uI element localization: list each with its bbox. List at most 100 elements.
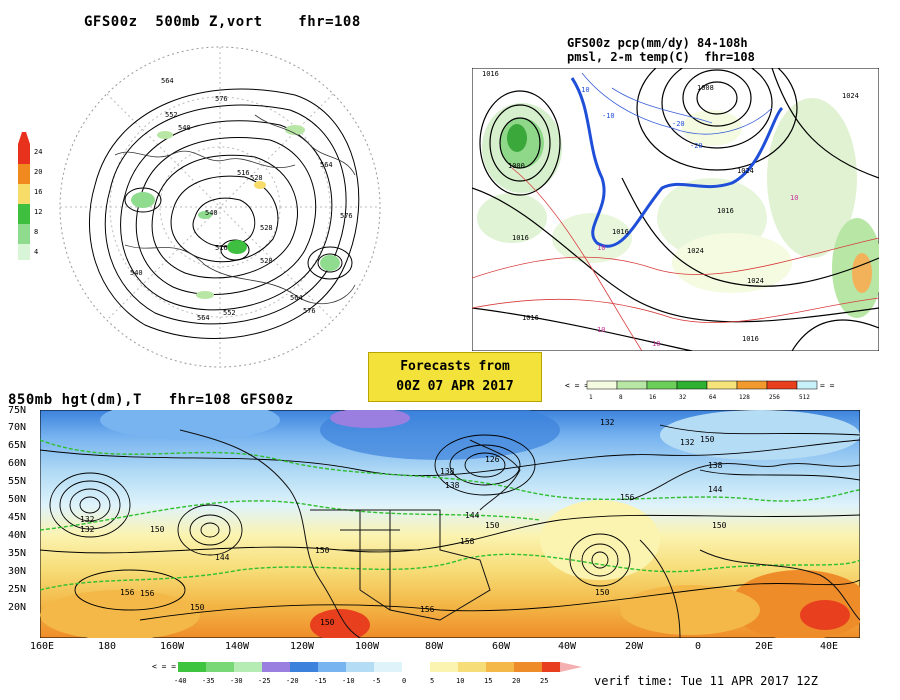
colorbar-swatch-12 — [18, 204, 30, 224]
temp-colorbar-label: 15 — [484, 677, 492, 685]
lat-label: 70N — [8, 422, 27, 433]
contour-label: 564 — [161, 77, 174, 85]
cold-temperature-contours — [581, 72, 773, 135]
pressure-label: 1016 — [482, 70, 499, 78]
temp-colorbar-label: 25 — [540, 677, 548, 685]
lat-label: 35N — [8, 548, 27, 559]
temp-label: -20 — [690, 142, 703, 150]
temperature-contours — [472, 167, 879, 351]
height-label: 132 — [80, 525, 95, 534]
lon-label: 80W — [425, 641, 444, 652]
precip-colorbar-label: 16 — [649, 394, 657, 401]
temp-label: -20 — [672, 120, 685, 128]
colorbar-label: 4 — [34, 248, 38, 256]
temperature-colorbar: < = = -40 -35 -30 -25 -20 -15 -10 -5 0 5… — [152, 662, 582, 685]
svg-text:< = =: < = = — [565, 381, 589, 390]
lon-label: 100W — [355, 641, 380, 652]
colorbar-label: 24 — [34, 148, 42, 156]
precip-shading — [477, 98, 879, 318]
verif-time: verif time: Tue 11 APR 2017 12Z — [594, 674, 818, 688]
lat-label: 65N — [8, 440, 27, 451]
lon-label: 160W — [160, 641, 185, 652]
pressure-label: 1016 — [512, 234, 529, 242]
contour-label: 528 — [260, 224, 273, 232]
temp-label: 10 — [597, 244, 605, 252]
height-label: 150 — [595, 588, 610, 597]
contour-label: 564 — [320, 161, 333, 169]
temperature-contours — [40, 439, 860, 591]
height-label: 144 — [465, 511, 480, 520]
precip-colorbar: < = = = = 1 8 16 32 64 128 256 512 — [565, 380, 835, 401]
colorbar-label: 12 — [34, 208, 42, 216]
precip-colorbar-label: 32 — [679, 394, 687, 401]
pressure-label: 1024 — [687, 247, 704, 255]
panel-precip-title-line2: pmsl, 2-m temp(C) fhr=108 — [567, 50, 755, 64]
height-label: 144 — [215, 553, 230, 562]
isobars — [472, 68, 879, 351]
height-label: 138 — [440, 467, 455, 476]
colorbar-swatch-8 — [18, 224, 30, 244]
height-label: 156 — [620, 493, 635, 502]
height-label: 150 — [315, 546, 330, 555]
precip-colorbar-label: 64 — [709, 394, 717, 401]
lat-label: 50N — [8, 494, 27, 505]
height-label: 150 — [190, 603, 205, 612]
pressure-label: 1024 — [737, 167, 754, 175]
pressure-label: 1008 — [697, 84, 714, 92]
contour-label: 540 — [178, 124, 191, 132]
banner-line2: 00Z 07 APR 2017 — [396, 379, 514, 394]
precip-pmsl-map: 1016 1024 1008 1000 1016 1016 1024 1016 … — [472, 68, 879, 351]
temp-colorbar-label: 20 — [512, 677, 520, 685]
lat-label: 25N — [8, 584, 27, 595]
freezing-line — [570, 77, 784, 248]
height-label: 150 — [712, 521, 727, 530]
height-label: 132 — [600, 418, 615, 427]
pressure-label: 1024 — [747, 277, 764, 285]
colorbar-swatch-20 — [18, 164, 30, 184]
longitude-axis: 160E 180 160W 140W 120W 100W 80W 60W 40W… — [30, 641, 880, 655]
contour-label: 516 — [215, 244, 228, 252]
temp-colorbar-label: -10 — [342, 677, 355, 685]
colorbar-label: 8 — [34, 228, 38, 236]
height-label: 156 — [120, 588, 135, 597]
map-850mb: 132 132 150 144 156 150 156 150 138 126 … — [40, 410, 860, 638]
temp-colorbar-label: -15 — [314, 677, 327, 685]
pressure-label: 1016 — [717, 207, 734, 215]
height-label: 150 — [485, 521, 500, 530]
temp-colorbar-label: -40 — [174, 677, 187, 685]
pressure-label: 1016 — [522, 314, 539, 322]
temp-colorbar-label: -25 — [258, 677, 271, 685]
temp-colorbar-label: -35 — [202, 677, 215, 685]
vort-colorbar: 24 20 16 12 8 4 — [18, 132, 42, 260]
panel-850mb-title: 850mb hgt(dm),T fhr=108 GFS00z — [8, 392, 294, 408]
height-label: 158 — [460, 537, 475, 546]
contour-label: 516 — [237, 169, 250, 177]
latitude-axis: 75N 70N 65N 60N 55N 50N 45N 40N 35N 30N … — [8, 405, 42, 635]
polar-500mb-map: 576 564 552 540 528 516 564 540 576 528 … — [59, 46, 381, 368]
lat-label: 45N — [8, 512, 27, 523]
pressure-label: 1016 — [742, 335, 759, 343]
colorbar-swatch-24 — [18, 144, 30, 164]
lon-label: 20E — [755, 641, 774, 652]
height-label: 150 — [700, 435, 715, 444]
precip-colorbar-label: 1 — [589, 394, 593, 401]
banner-line1: Forecasts from — [400, 359, 510, 374]
temp-colorbar-label: 5 — [430, 677, 434, 685]
height-label: 144 — [708, 485, 723, 494]
temp-colorbar-label: -20 — [286, 677, 299, 685]
contour-label: 540 — [130, 269, 143, 277]
colorbar-swatch-4 — [18, 244, 30, 260]
lat-label: 40N — [8, 530, 27, 541]
temp-label: 10 — [652, 340, 660, 348]
vorticity-shading — [131, 125, 340, 299]
contour-label: 564 — [290, 294, 303, 302]
temp-label: -10 — [577, 86, 590, 94]
temp-colorbar-label: -30 — [230, 677, 243, 685]
colorbar-swatch-16 — [18, 184, 30, 204]
colorbar-label: 20 — [34, 168, 42, 176]
contour-label: 528 — [260, 257, 273, 265]
pressure-label: 1024 — [842, 92, 859, 100]
pressure-label: 1000 — [508, 162, 525, 170]
lat-label: 55N — [8, 476, 27, 487]
contour-label: 576 — [215, 95, 228, 103]
